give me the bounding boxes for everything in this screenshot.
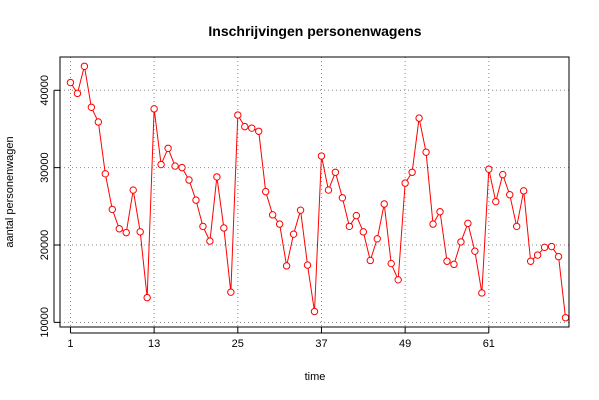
- data-point: [415, 114, 423, 122]
- data-point: [408, 168, 416, 176]
- data-point: [345, 222, 354, 231]
- data-point: [429, 220, 437, 228]
- data-point: [352, 211, 361, 220]
- data-point: [227, 288, 235, 296]
- data-point: [87, 103, 96, 111]
- series-line-path: [70, 66, 567, 318]
- data-point: [485, 165, 493, 173]
- data-point: [457, 238, 465, 246]
- data-point: [108, 205, 116, 214]
- data-point: [220, 224, 228, 232]
- data-point: [422, 148, 430, 156]
- data-point: [506, 191, 514, 199]
- data-point: [122, 228, 130, 237]
- data-point: [129, 186, 137, 194]
- data-point: [331, 168, 340, 176]
- data-point: [464, 219, 472, 228]
- data-point: [213, 173, 221, 181]
- data-point: [519, 187, 528, 195]
- data-point: [443, 257, 451, 265]
- data-point: [192, 196, 200, 204]
- data-point: [94, 118, 103, 126]
- x-axis-label: time: [305, 371, 326, 383]
- x-tick-label: 49: [399, 338, 411, 350]
- data-point: [80, 62, 89, 70]
- chart-title: Inschrijvingen personenwagens: [208, 23, 421, 39]
- data-point: [436, 208, 444, 216]
- data-point: [338, 194, 347, 202]
- data-point: [289, 230, 298, 238]
- data-point: [561, 314, 570, 322]
- x-tick-label: 13: [148, 338, 160, 350]
- data-point: [401, 179, 409, 187]
- x-axis: 1 13 25 37 49 61: [67, 327, 495, 350]
- data-point: [533, 251, 542, 259]
- data-point: [478, 289, 486, 297]
- data-point: [317, 152, 326, 160]
- data-point: [359, 228, 368, 236]
- data-point: [115, 225, 123, 233]
- data-point: [387, 259, 395, 268]
- y-tick-label: 10000: [39, 307, 51, 338]
- y-axis-label: aantal personenwagen: [4, 136, 16, 247]
- x-tick-label: 61: [483, 338, 495, 350]
- y-tick-label: 30000: [39, 152, 51, 183]
- data-point: [143, 293, 151, 302]
- x-tick-label: 25: [232, 338, 244, 350]
- data-point: [268, 211, 277, 219]
- data-point: [150, 105, 158, 113]
- data-point: [380, 200, 388, 208]
- data-point: [282, 262, 291, 270]
- data-point: [206, 237, 214, 245]
- data-point: [450, 260, 458, 269]
- data-point: [296, 206, 305, 214]
- y-tick-label: 40000: [39, 75, 51, 106]
- data-point: [248, 124, 256, 132]
- data-point: [199, 222, 207, 231]
- data-point: [101, 170, 110, 178]
- data-point: [499, 170, 507, 179]
- data-point: [185, 176, 193, 184]
- data-point: [373, 235, 381, 243]
- data-point: [66, 78, 75, 87]
- data-point: [547, 242, 556, 251]
- x-tick-label: 37: [315, 338, 327, 350]
- data-point: [275, 220, 284, 228]
- data-point: [164, 144, 172, 152]
- data-point: [540, 243, 549, 252]
- data-point: [157, 160, 165, 169]
- data-point: [310, 307, 319, 316]
- plot-border: [59, 56, 570, 328]
- y-axis: 10000 20000 30000 40000: [39, 75, 60, 338]
- data-point: [526, 257, 535, 265]
- data-point: [178, 163, 186, 172]
- x-tick-label: 1: [67, 338, 73, 350]
- data-point: [471, 247, 479, 255]
- data-point: [255, 127, 263, 135]
- data-point: [136, 228, 144, 236]
- data-point: [492, 197, 500, 206]
- data-point: [73, 89, 82, 98]
- data-point: [324, 186, 333, 194]
- series-line: [66, 62, 570, 322]
- data-point: [261, 187, 270, 196]
- data-point: [171, 162, 179, 170]
- data-point: [513, 222, 521, 231]
- y-tick-label: 20000: [39, 230, 51, 261]
- data-point: [554, 252, 563, 261]
- data-point: [366, 256, 374, 265]
- data-point: [234, 111, 242, 119]
- data-point: [394, 276, 402, 284]
- data-point: [303, 261, 312, 269]
- data-point: [241, 122, 249, 131]
